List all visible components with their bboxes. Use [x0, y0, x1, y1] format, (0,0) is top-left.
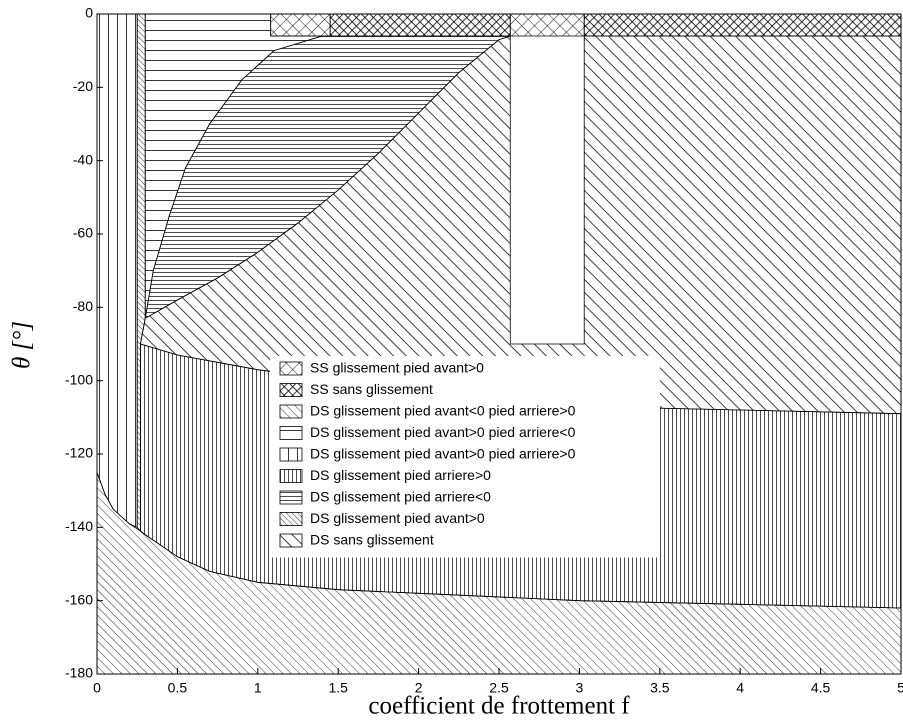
legend-swatch [279, 512, 303, 526]
x-tick-label: 4 [736, 680, 744, 696]
region [509, 13, 585, 37]
x-tick-label: 3.5 [650, 680, 670, 696]
y-tick-label: -40 [73, 151, 93, 167]
y-tick-label: -120 [65, 445, 93, 461]
x-tick-label: 0 [93, 680, 101, 696]
y-tick-label: -80 [73, 298, 93, 314]
x-tick-label: 3 [576, 680, 584, 696]
legend-label: DS glissement pied avant>0 pied arriere>… [310, 446, 576, 462]
regions [96, 13, 902, 675]
legend-label: SS glissement pied avant>0 [310, 360, 484, 376]
legend-label: SS sans glissement [310, 381, 433, 397]
legend-swatch [279, 490, 303, 505]
legend-swatch [279, 383, 303, 397]
legend-swatch [279, 469, 303, 483]
legend-label: DS glissement pied avant>0 pied arriere<… [310, 424, 576, 440]
legend-label: DS glissement pied arriere<0 [310, 489, 491, 505]
x-tick-label: 2.5 [489, 680, 509, 696]
legend-label: DS glissement pied avant>0 [310, 510, 485, 526]
legend-label: DS glissement pied arriere>0 [310, 467, 491, 483]
region [270, 13, 331, 37]
x-tick-label: 4.5 [811, 680, 831, 696]
y-tick-label: -20 [73, 78, 93, 94]
x-tick-label: 2 [415, 680, 423, 696]
region [329, 13, 511, 37]
x-tick-label: 1.5 [328, 680, 348, 696]
y-tick-label: 0 [85, 5, 93, 21]
legend-label: DS glissement pied avant<0 pied arriere>… [310, 403, 576, 419]
y-tick-label: -180 [65, 665, 93, 681]
y-axis-title: θ [°] [9, 321, 36, 369]
legend-swatch [279, 533, 303, 548]
legend-box [270, 356, 660, 558]
x-tick-label: 5 [897, 680, 903, 696]
region [583, 13, 902, 37]
x-tick-label: 1 [254, 680, 262, 696]
y-tick-label: -100 [65, 371, 93, 387]
y-tick-label: -160 [65, 591, 93, 607]
legend-swatch [279, 404, 303, 419]
legend-swatch [279, 447, 303, 462]
legend: SS glissement pied avant>0 SS sans glisse… [270, 356, 660, 558]
x-axis-title: coefficient de frottement f [368, 693, 630, 720]
legend-swatch [279, 426, 303, 440]
legend-label: DS sans glissement [310, 532, 434, 548]
x-tick-label: 0.5 [168, 680, 188, 696]
y-tick-label: -60 [73, 225, 93, 241]
region [96, 13, 138, 528]
legend-swatch [279, 361, 303, 376]
y-tick-label: -140 [65, 518, 93, 534]
